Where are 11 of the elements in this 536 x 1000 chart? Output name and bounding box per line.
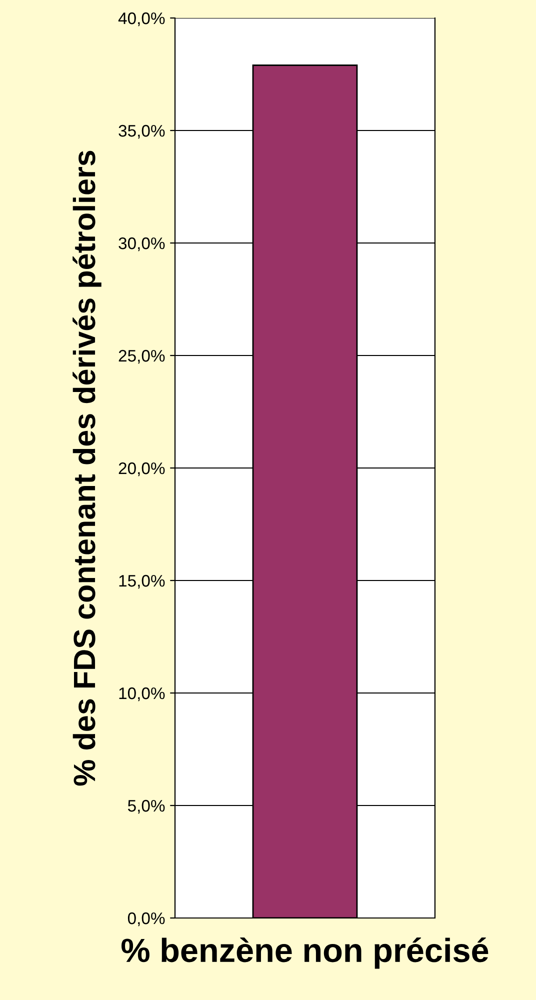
y-tick-label: 40,0% — [118, 12, 165, 26]
y-tick-label: 10,0% — [119, 687, 165, 702]
y-tick-label: 20,0% — [118, 462, 165, 476]
x-tick-label: % benzène non précisé — [122, 937, 488, 969]
y-tick-label: 35,0% — [118, 124, 165, 139]
y-tick-label: 0,0% — [128, 912, 165, 926]
y-axis-title: % des FDS contenant des dérivés pétroliers — [72, 150, 102, 786]
y-tick-label: 15,0% — [119, 574, 165, 589]
y-tick-label: 30,0% — [118, 237, 165, 252]
y-tick-label: 5,0% — [128, 800, 165, 814]
y-tick-label: 25,0% — [118, 350, 165, 364]
